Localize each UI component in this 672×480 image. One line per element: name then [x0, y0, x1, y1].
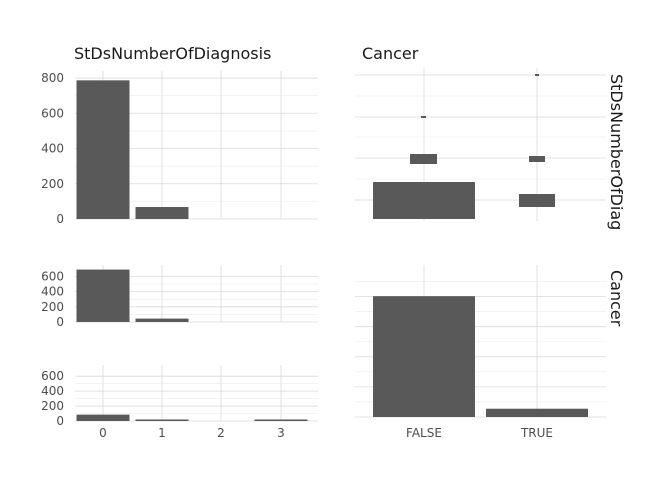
y-tick-label: 400	[41, 285, 64, 299]
bar-0	[76, 269, 130, 322]
x-tick-label: 2	[217, 426, 225, 440]
x-tick-label: 3	[277, 426, 285, 440]
y-tick-label: 800	[41, 71, 64, 85]
bar-0	[76, 414, 130, 421]
cell-false-1	[410, 154, 437, 164]
strip-label-stdsnumberofdiag: StDsNumberOfDiag	[607, 74, 626, 230]
y-tick-label: 200	[41, 399, 64, 413]
y-tick-label: 0	[56, 212, 64, 226]
cell-true-1	[529, 156, 545, 162]
bar-1	[135, 419, 189, 421]
bar-3	[254, 419, 308, 421]
cell-false-2	[421, 116, 426, 118]
y-tick-label: 400	[41, 384, 64, 398]
y-tick-label: 400	[41, 142, 64, 156]
panel-top-right	[355, 68, 606, 221]
strip-label-cancer: Cancer	[607, 270, 626, 327]
y-tick-label: 0	[56, 414, 64, 428]
bar-TRUE	[486, 408, 588, 417]
cell-false-0	[373, 182, 475, 219]
cell-true-0	[519, 194, 555, 207]
y-tick-label: 600	[41, 269, 64, 283]
y-tick-label: 0	[56, 315, 64, 329]
y-tick-label: 200	[41, 177, 64, 191]
panel-top-left: 0 200 400 600 800	[41, 71, 318, 226]
x-tick-label: 1	[158, 426, 166, 440]
facet-title-cancer: Cancer	[362, 44, 419, 63]
bar-FALSE	[373, 296, 475, 417]
bar-0	[76, 80, 130, 219]
bar-1	[135, 318, 189, 322]
cell-true-3	[535, 74, 539, 76]
panel-bottom-right: FALSE TRUE	[355, 265, 606, 440]
y-tick-label: 600	[41, 369, 64, 383]
y-tick-label: 200	[41, 300, 64, 314]
x-tick-label: FALSE	[406, 426, 442, 440]
bar-1	[135, 207, 189, 219]
y-tick-label: 600	[41, 106, 64, 120]
x-tick-label: 0	[99, 426, 107, 440]
facet-title-stdsnumberofdiagnosis: StDsNumberOfDiagnosis	[74, 44, 271, 63]
x-tick-label: TRUE	[520, 426, 553, 440]
